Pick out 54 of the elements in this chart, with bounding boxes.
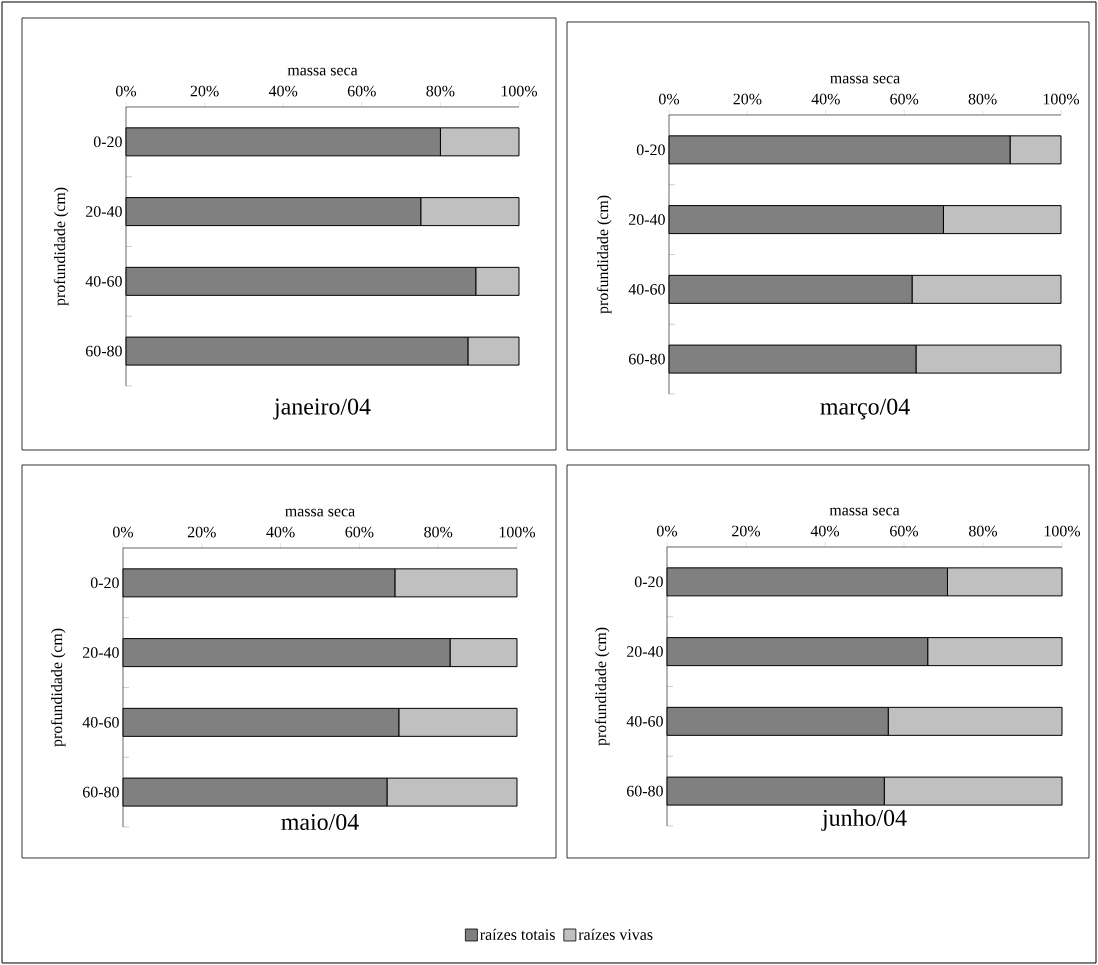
x-tick-label: 40% xyxy=(810,525,840,537)
y-tick-label: 0-20 xyxy=(93,136,122,148)
x-tick-label: 0% xyxy=(657,525,678,537)
x-tick-label: 20% xyxy=(187,526,216,538)
x-tick-label: 0% xyxy=(659,93,680,105)
y-tick-label: 60-80 xyxy=(82,786,119,798)
y-tick-label: 60-80 xyxy=(628,353,665,365)
x-tick-label: 40% xyxy=(266,526,295,538)
y-tick-label: 0-20 xyxy=(636,144,665,156)
y-tick-label: 20-40 xyxy=(629,214,665,225)
x-tick-label: 0% xyxy=(115,85,137,97)
y-tick-label: 20-40 xyxy=(627,646,663,657)
y-tick-label: 40-60 xyxy=(82,716,119,728)
y-tick-label: 20-40 xyxy=(86,206,122,217)
y-tick-label: 40-60 xyxy=(85,275,122,287)
x-axis-title: massa seca xyxy=(829,507,900,516)
x-tick-label: 80% xyxy=(426,85,455,97)
x-tick-label: 60% xyxy=(890,525,919,537)
x-axis-title: massa seca xyxy=(830,75,900,84)
y-tick-label: 0-20 xyxy=(90,577,119,589)
y-tick-label: 20-40 xyxy=(83,647,119,658)
x-tick-label: 80% xyxy=(968,93,997,105)
y-axis-title: profundidade (cm) xyxy=(594,627,610,746)
x-tick-label: 40% xyxy=(268,85,298,97)
x-tick-label: 20% xyxy=(190,85,219,97)
legend-label: raízes totais xyxy=(480,928,555,940)
x-tick-label: 40% xyxy=(811,93,840,105)
y-tick-label: 40-60 xyxy=(626,715,663,727)
y-tick-label: 60-80 xyxy=(626,785,663,797)
text: março/04 xyxy=(820,398,910,420)
x-axis-title: massa seca xyxy=(285,508,355,517)
legend-label: raízes vivas xyxy=(578,928,653,940)
x-tick-label: 60% xyxy=(890,93,919,105)
x-axis-title: massa seca xyxy=(287,67,358,76)
x-tick-label: 100% xyxy=(499,526,536,538)
x-tick-label: 20% xyxy=(732,525,761,537)
y-tick-label: 40-60 xyxy=(628,283,665,295)
y-axis-title: profundidade (cm) xyxy=(53,187,69,306)
x-tick-label: 100% xyxy=(501,85,538,97)
text: janeiro/04 xyxy=(273,398,371,420)
y-axis-title: profundidade (cm) xyxy=(596,195,612,314)
text: maio/04 xyxy=(281,813,359,831)
y-tick-label: 0-20 xyxy=(634,576,663,588)
x-tick-label: 20% xyxy=(733,93,762,105)
x-tick-label: 60% xyxy=(347,85,376,97)
x-tick-label: 100% xyxy=(1043,93,1080,105)
y-axis-title: profundidade (cm) xyxy=(50,628,66,747)
y-tick-label: 60-80 xyxy=(85,345,122,357)
x-tick-label: 80% xyxy=(969,525,998,537)
x-tick-label: 0% xyxy=(112,526,134,538)
x-tick-label: 100% xyxy=(1044,525,1081,537)
x-tick-label: 80% xyxy=(424,526,453,538)
text: junho/04 xyxy=(821,809,907,831)
x-tick-label: 60% xyxy=(345,526,374,538)
